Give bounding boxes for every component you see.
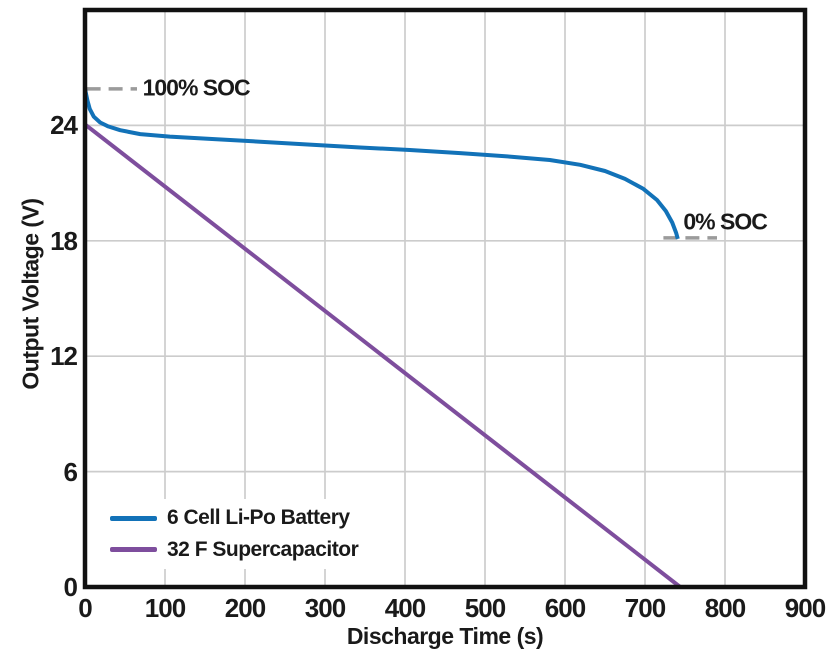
legend: 6 Cell Li-Po Battery 32 F Supercapacitor bbox=[95, 499, 390, 569]
legend-label-battery: 6 Cell Li-Po Battery bbox=[167, 506, 350, 530]
legend-item-supercapacitor: 32 F Supercapacitor bbox=[110, 538, 390, 562]
x-tick-label: 300 bbox=[304, 593, 346, 623]
legend-label-supercapacitor: 32 F Supercapacitor bbox=[167, 537, 359, 561]
series-line-1 bbox=[83, 122, 682, 589]
series-line-0 bbox=[83, 88, 680, 240]
legend-item-battery: 6 Cell Li-Po Battery bbox=[110, 506, 390, 530]
x-tick-label: 700 bbox=[624, 593, 666, 623]
x-axis-title: Discharge Time (s) bbox=[346, 623, 544, 649]
y-tick-label: 0 bbox=[63, 572, 78, 602]
y-tick-label: 12 bbox=[50, 341, 78, 372]
y-axis-title: Output Voltage (V) bbox=[17, 198, 44, 390]
annotation-0-percent-soc: 0% SOC bbox=[683, 208, 767, 235]
y-tick-label: 24 bbox=[50, 110, 78, 141]
legend-line-supercapacitor-icon bbox=[110, 547, 157, 553]
y-tick-label: 6 bbox=[63, 456, 78, 487]
x-tick-label: 600 bbox=[544, 593, 586, 623]
x-tick-label: 800 bbox=[704, 593, 746, 623]
legend-line-battery-icon bbox=[110, 515, 157, 521]
x-tick-label: 400 bbox=[384, 593, 426, 623]
x-tick-label: 100 bbox=[144, 593, 186, 623]
plot-frame bbox=[82, 7, 808, 590]
x-tick-label: 500 bbox=[464, 593, 506, 623]
x-tick-label: 0 bbox=[78, 593, 93, 623]
x-tick-label: 900 bbox=[784, 593, 826, 623]
x-tick-label: 200 bbox=[224, 593, 266, 623]
y-tick-label: 18 bbox=[50, 225, 78, 256]
annotation-100-percent-soc: 100% SOC bbox=[142, 74, 251, 101]
